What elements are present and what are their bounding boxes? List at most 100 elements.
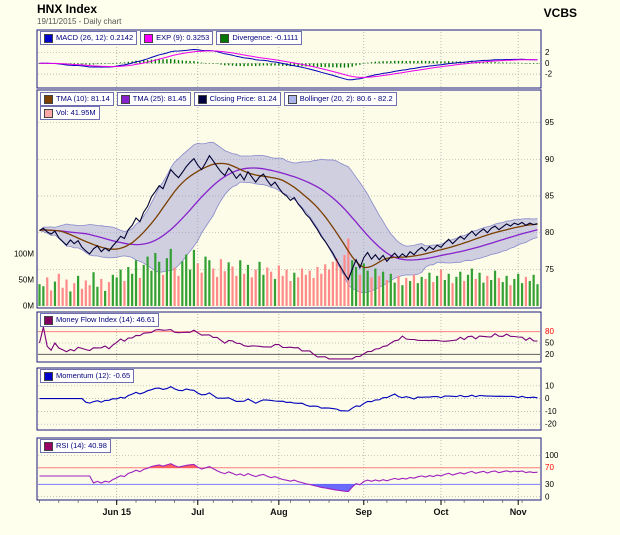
macd-histogram-bar [154,59,157,64]
volume-bar [409,281,412,306]
rsi-line [39,463,538,493]
macd-histogram-bar [274,63,276,66]
volume-bar [219,259,223,306]
macd-histogram-bar [158,59,160,64]
volume-bar [343,255,346,306]
volume-color-swatch [44,108,53,118]
mfi-panel-border [36,311,542,363]
volume-bar [262,274,265,306]
volume-bar [61,287,64,306]
y-tick-label: 80 [545,327,554,336]
macd-histogram-bar [312,63,315,67]
legend-label: Momentum (12): -0.65 [56,371,131,380]
macd-histogram-bar [440,61,442,64]
momentum-line [39,385,538,412]
volume-bar [358,274,362,306]
volume-bar [204,256,207,306]
volume-bar [486,275,489,306]
macd-histogram-bar [366,62,369,64]
macd-histogram-bar [374,61,377,64]
macd-histogram-bar [324,63,326,68]
rsi-legend: RSI (14): 40.98 [40,439,111,453]
volume-bar [451,283,454,306]
macd-histogram-bar [146,60,149,64]
volume-bar [154,252,157,306]
x-axis-label: Sep [356,507,373,517]
volume-bar [100,278,103,306]
macd-histogram-bar [266,63,268,66]
legend-label: Bollinger (20, 2): 80.6 - 82.2 [299,94,393,103]
volume-bar [324,264,327,306]
macd-histogram-bar [123,62,126,64]
tma25-color-swatch [120,94,130,104]
macd-panel-border [36,29,542,89]
volume-bar [181,261,184,306]
macd-histogram-bar [451,61,454,64]
legend-item-bollinger: Bollinger (20, 2): 80.6 - 82.2 [283,92,397,106]
macd-histogram-bar [405,60,407,64]
mfi-line [38,326,538,360]
volume-bar [455,276,458,306]
volume-bar [250,277,253,306]
momentum-color-swatch [44,371,53,381]
macd-histogram-bar [181,60,184,64]
macd-histogram-bar [536,63,539,64]
volume-bar [347,238,350,306]
mfi-legend: Money Flow Index (14): 46.61 [40,313,160,327]
volume-bar [490,280,493,306]
volume-bar [327,269,331,306]
tma10-color-swatch [44,94,53,104]
macd-histogram-bar [243,63,245,67]
volume-bar [266,267,269,306]
macd-histogram-bar [127,61,129,64]
y-tick-label: 100 [545,451,559,460]
legend-item-momentum: Momentum (12): -0.65 [40,369,135,383]
volume-bar [470,268,473,306]
volume-bar [366,270,369,306]
volume-bar [138,277,141,306]
macd-histogram-bar [490,62,492,64]
rsi-panel-background [37,438,541,500]
macd-histogram-bar [254,63,257,67]
volume-bar [173,267,176,306]
macd-histogram-bar [112,63,114,64]
macd-histogram-bar [220,63,222,65]
volume-bar [297,277,300,306]
macd-histogram-bar [293,63,295,67]
volume-bar [42,286,45,306]
macd-histogram-bar [386,61,388,64]
macd-histogram-bar [359,63,361,65]
macd-histogram-bar [343,63,346,68]
macd-histogram-bar [224,63,226,66]
macd-histogram-bar [351,63,353,67]
volume-bar [320,273,323,306]
macd-histogram-bar [363,63,365,64]
macd-histogram-bar [212,63,214,64]
volume-bar [188,269,192,306]
volume-bar [80,288,84,306]
legend-label: Closing Price: 81.24 [209,94,277,103]
y-tick-label: 10 [545,381,554,390]
macd-histogram-bar [270,63,272,66]
macd-histogram-bar [409,60,411,64]
volume-bar [482,282,485,306]
volume-bar [385,280,389,306]
macd-histogram-bar [143,60,145,64]
volume-bar [312,277,315,306]
legend-label: Divergence: -0.1111 [232,33,299,42]
macd-histogram-bar [200,62,203,64]
bollinger-lower-line [39,181,538,294]
macd-histogram-bar [482,61,485,64]
macd-histogram-bar [432,61,434,64]
volume-bar [378,275,381,306]
x-axis-label: Aug [270,507,288,517]
macd-histogram-bar [262,63,265,66]
macd-histogram-bar [355,63,357,66]
macd-color-swatch [44,33,53,43]
legend-item-volume: Vol: 41.95M [40,106,100,120]
volume-bar [104,290,107,306]
y-tick-label: 80 [545,228,554,237]
volume-bar [111,274,114,306]
volume-bar [432,282,435,306]
